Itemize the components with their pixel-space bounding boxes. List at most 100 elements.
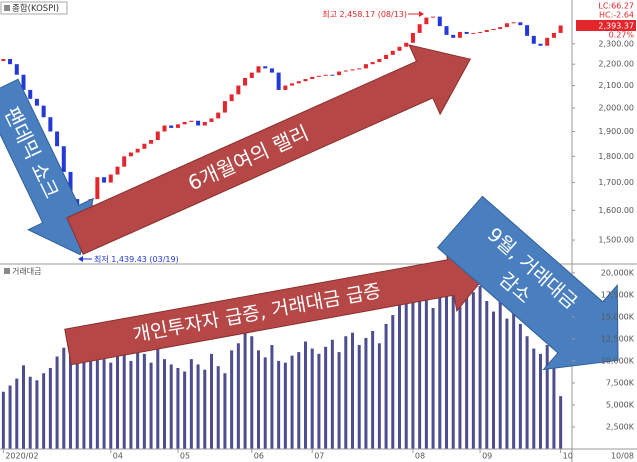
candle [404,42,409,47]
volume-bar [451,293,455,449]
candle [122,156,127,167]
volume-bar [8,385,12,449]
hc-label: HC:-2.64 [599,11,634,20]
candle [243,77,248,86]
volume-bar [183,371,187,449]
volume-bar [75,334,79,449]
volume-bar [505,318,509,449]
candle [310,76,315,80]
candle [196,120,201,126]
y-tick-label: 2,500K [606,422,635,431]
y-tick-label: 17,500K [601,290,635,299]
x-tick-label: 09 [482,452,492,461]
candle [128,152,133,157]
icon [4,5,10,11]
volume-bar [156,347,160,449]
candle [410,32,415,43]
y-tick-label: 2,000.00 [598,103,634,112]
candle [236,85,241,95]
candle [135,148,140,153]
volume-bar [424,297,428,449]
candle [350,69,355,71]
volume-bar [438,279,442,449]
volume-bar [69,343,72,449]
y-tick-label: 20,000K [601,268,635,277]
x-tick-label: 10 [563,452,573,461]
volume-bar [344,336,348,449]
candle [276,72,281,90]
volume-bar [203,369,207,449]
candle [451,34,456,38]
candle [108,174,113,183]
y-tick-label: 2,300.00 [598,39,634,48]
candle [28,89,33,99]
candle [68,171,73,200]
annotation-arrow [419,11,424,17]
last-price-box [576,19,636,31]
volume-bar [42,373,46,449]
candle [390,50,395,55]
volume-bar [15,378,19,449]
volume-bar [283,362,287,449]
candle [343,70,348,72]
volume-bar [317,353,321,449]
volume-bar [163,359,166,449]
candle [222,101,227,113]
volume-bar [136,338,140,449]
volume-bar [243,330,247,449]
volume-bar [277,360,281,449]
candle [504,23,509,28]
candle [269,68,274,73]
volume-bar [478,286,482,449]
candle [61,146,66,172]
volume-bar [498,297,502,449]
volume-bar [391,315,395,449]
volume-bar [404,294,408,449]
y-tick-label: 1,900.00 [598,127,634,136]
volume-bar [290,355,294,449]
x-tick-label: 08 [415,452,425,461]
volume-bar [465,268,469,449]
volume-bar [304,341,307,449]
candle [55,131,60,147]
volume-bar [532,348,536,449]
candle [377,58,382,63]
volume-bar [196,364,200,449]
lc-label: LC:66.27 [598,2,634,11]
y-tick-label: 7,500K [606,378,635,387]
volume-bar [458,306,462,449]
volume-bar [518,323,522,449]
candle [491,29,496,31]
candle [531,35,536,44]
volume-bar [82,338,86,449]
candle [175,124,180,128]
candle [437,16,442,27]
volume-bar [257,350,260,449]
volume-bar [129,360,133,449]
candle [363,64,368,69]
volume-bar [445,286,448,449]
volume-bar [337,352,341,449]
volume-bar [364,338,368,449]
last-date: 10/08 [611,452,634,461]
candle [256,66,261,73]
icon [4,268,10,274]
volume-bar [377,343,381,449]
candle [457,31,462,38]
candle [95,177,100,200]
volume-bar [28,376,32,449]
volume-bar [35,380,39,449]
candle [149,140,154,144]
volume-bar [116,356,119,449]
volume-bar [418,283,422,449]
candle [216,112,221,119]
volume-bar [545,345,549,449]
volume-bar [176,367,180,449]
volume-bar [330,339,334,449]
candle [162,125,167,132]
y-tick-label: 2,100.00 [598,81,634,90]
candle [169,125,174,128]
candle [316,75,321,77]
volume-bar [223,373,227,449]
